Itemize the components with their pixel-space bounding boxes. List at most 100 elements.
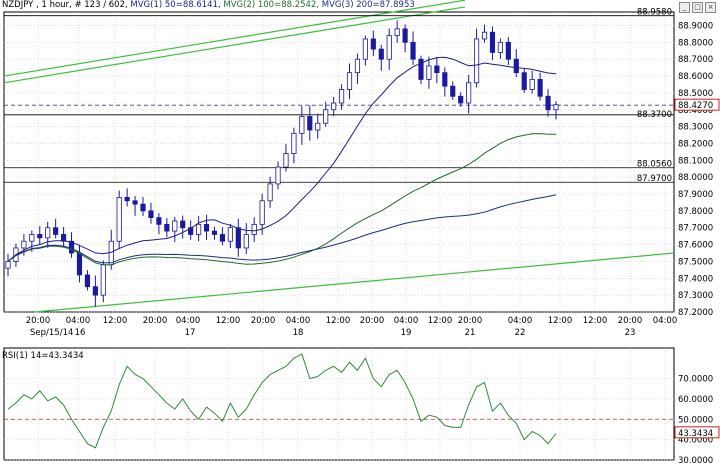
candle-body bbox=[116, 196, 122, 242]
candle-body bbox=[203, 223, 210, 232]
candle-body bbox=[338, 89, 345, 104]
ma1-label: MVG(1) 50=88.6141, bbox=[130, 0, 221, 10]
y-tick-label: 88.3000 bbox=[678, 123, 713, 133]
date-label: 21 bbox=[465, 328, 476, 338]
date-label: 22 bbox=[515, 328, 526, 338]
y-tick-label: 88.7000 bbox=[678, 55, 713, 65]
y-tick-label: 88.5000 bbox=[678, 89, 713, 99]
x-tick-label: 12:00 bbox=[326, 316, 351, 326]
candle-body bbox=[227, 227, 233, 242]
y-tick-label: 88.6000 bbox=[678, 72, 713, 82]
date-label: 19 bbox=[401, 328, 412, 338]
candle-body bbox=[124, 196, 130, 202]
candle-body bbox=[410, 41, 416, 60]
candle-body bbox=[434, 65, 440, 74]
x-tick-label: 20:00 bbox=[251, 316, 276, 326]
candle-body bbox=[394, 28, 400, 36]
y-tick-label: 87.6000 bbox=[678, 241, 713, 251]
x-tick-label: 20:00 bbox=[618, 316, 643, 326]
rsi-y-tick-label: 60.0000 bbox=[678, 395, 713, 405]
candle-body bbox=[188, 227, 194, 235]
ma3-label: MVG(3) 200=87.8953 bbox=[321, 0, 415, 10]
x-tick-label: 20:00 bbox=[26, 316, 51, 326]
candle-body bbox=[267, 183, 273, 202]
candle-body bbox=[386, 35, 392, 60]
candle-body bbox=[442, 72, 448, 87]
rsi-value-label: 43.3434 bbox=[678, 429, 713, 439]
level-label-top: 88.9580 bbox=[637, 8, 672, 18]
x-tick-label: 04:00 bbox=[286, 316, 311, 326]
candle-body bbox=[346, 72, 353, 90]
y-tick-label: 88.8000 bbox=[678, 38, 713, 48]
candle-body bbox=[29, 234, 35, 242]
candle-body bbox=[148, 210, 154, 219]
ma200-line bbox=[7, 194, 557, 264]
y-tick-label: 87.3000 bbox=[678, 291, 713, 301]
current-price-box bbox=[674, 98, 720, 111]
level-label-b: 88.0560 bbox=[637, 160, 672, 170]
x-tick-label: 12:00 bbox=[216, 316, 241, 326]
candle-body bbox=[450, 85, 456, 97]
close-icon[interactable]: × bbox=[705, 2, 716, 13]
x-tick-label: 20:00 bbox=[360, 316, 385, 326]
minimize-icon[interactable]: _ bbox=[679, 2, 690, 13]
x-tick-label: 12:00 bbox=[103, 316, 128, 326]
candle-body bbox=[497, 41, 503, 53]
candle-body bbox=[331, 102, 337, 111]
candle-body bbox=[219, 234, 226, 242]
rsi-y-tick-label: 30.0000 bbox=[678, 456, 713, 465]
candle-body bbox=[45, 227, 51, 239]
candle-body bbox=[172, 220, 178, 232]
candle-body bbox=[370, 38, 376, 50]
candle-body bbox=[61, 234, 67, 242]
rsi-value-box bbox=[674, 426, 720, 439]
candle-body bbox=[378, 48, 384, 60]
candle-body bbox=[521, 72, 527, 90]
rsi-label: RSI(1) 14=43.3434 bbox=[2, 351, 84, 361]
x-tick-label: 04:00 bbox=[176, 316, 201, 326]
candle-body bbox=[243, 234, 249, 249]
x-tick-label: 12:00 bbox=[583, 316, 608, 326]
chart-header: NZDJPY , 1 hour, # 123 / 602, MVG(1) 50=… bbox=[2, 0, 415, 10]
rsi-y-tick-label: 70.0000 bbox=[678, 375, 713, 385]
main-plot-frame bbox=[3, 11, 675, 313]
candle-body bbox=[545, 95, 551, 111]
rsi-y-tick-label: 50.0000 bbox=[678, 415, 713, 425]
candle-body bbox=[156, 217, 162, 225]
candle-body bbox=[164, 223, 170, 232]
candle-body bbox=[140, 203, 146, 212]
y-tick-label: 88.2000 bbox=[678, 139, 713, 149]
date-label: 18 bbox=[293, 328, 304, 338]
candle-body bbox=[100, 264, 106, 296]
candle-body bbox=[180, 220, 186, 229]
window-controls: _ □ × bbox=[679, 2, 716, 13]
symbol-line: NZDJPY , 1 hour, # 123 / 602, bbox=[2, 0, 128, 10]
candle-body bbox=[299, 116, 305, 134]
candle-body bbox=[5, 261, 11, 269]
x-tick-label: 12:00 bbox=[428, 316, 453, 326]
ma2-label: MVG(2) 100=88.2542, bbox=[223, 0, 320, 10]
current-price-label: 88.4270 bbox=[678, 101, 713, 111]
rsi-plot-frame bbox=[3, 347, 675, 461]
candle-body bbox=[418, 58, 424, 80]
candle-body bbox=[553, 104, 559, 111]
maximize-icon[interactable]: □ bbox=[692, 2, 703, 13]
candle-body bbox=[76, 252, 83, 276]
candle-body bbox=[458, 95, 464, 104]
candle-body bbox=[481, 31, 488, 40]
y-tick-label: 87.5000 bbox=[678, 257, 713, 267]
candle-body bbox=[37, 234, 43, 239]
y-tick-label: 87.8000 bbox=[678, 207, 713, 217]
candle-body bbox=[307, 116, 313, 131]
date-label: 23 bbox=[625, 328, 636, 338]
x-tick-label: 20:00 bbox=[143, 316, 168, 326]
candle-body bbox=[283, 153, 289, 168]
trendline-upper-a bbox=[3, 0, 466, 77]
candle-body bbox=[473, 38, 480, 84]
candle-body bbox=[21, 240, 27, 249]
y-tick-label: 87.2000 bbox=[678, 308, 713, 318]
candle-body bbox=[251, 223, 257, 235]
candle-body bbox=[211, 230, 218, 235]
x-tick-label: 04:00 bbox=[508, 316, 533, 326]
